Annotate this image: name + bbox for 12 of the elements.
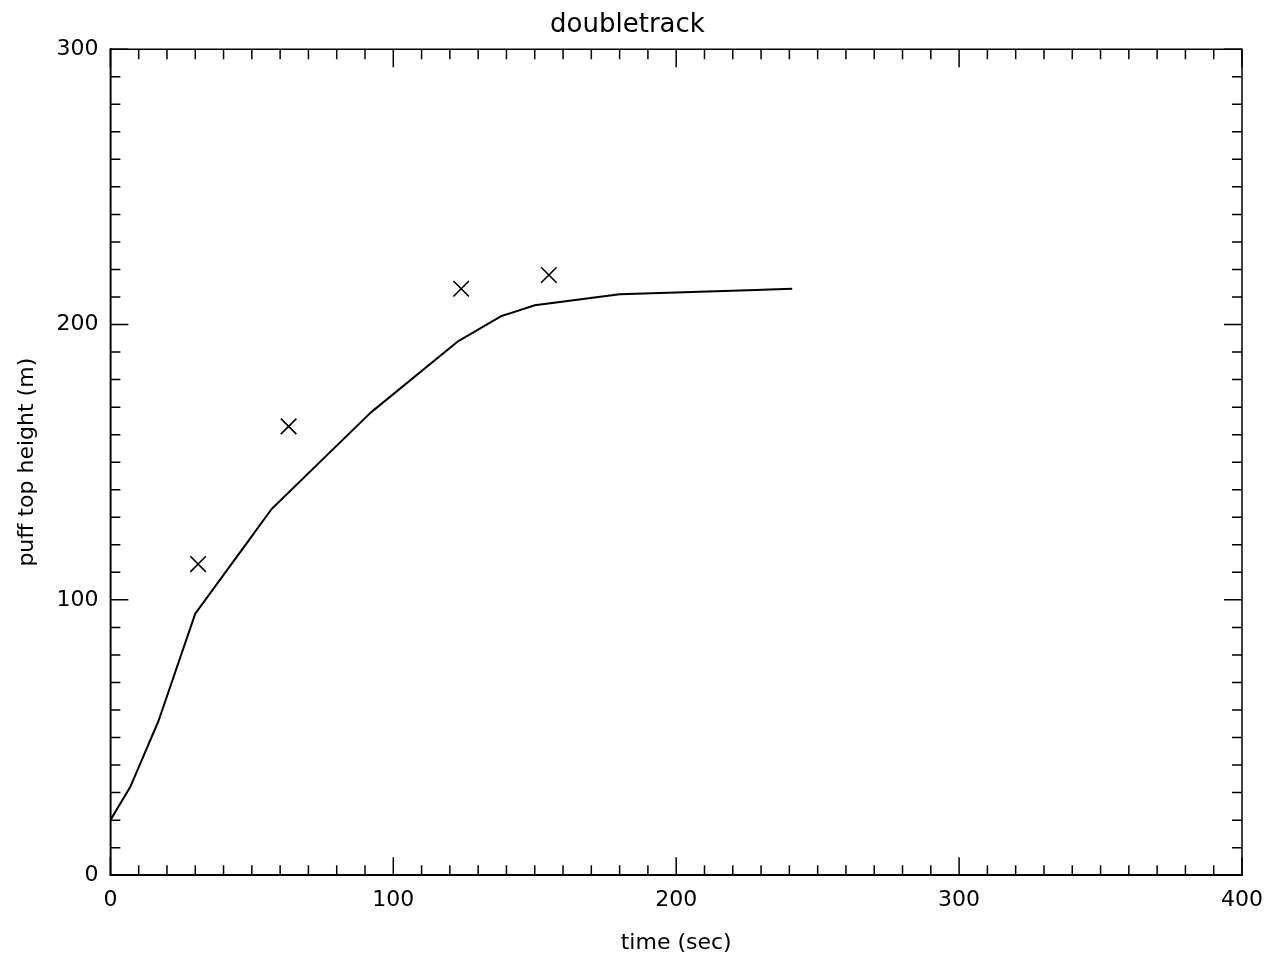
y-tick-label: 200 [56,310,99,336]
x-tick-label: 400 [1221,886,1263,912]
x-tick-label: 100 [372,886,415,912]
y-tick-label: 300 [56,34,99,60]
chart-title: doubletrack [550,8,705,39]
y-tick-label: 0 [84,860,99,886]
y-tick-label: 100 [56,585,99,611]
y-axis-title: puff top height (m) [12,357,38,567]
x-axis-title: time (sec) [620,928,732,954]
x-tick-label: 0 [103,886,118,912]
x-tick-label: 200 [655,886,698,912]
x-tick-label: 300 [938,886,981,912]
